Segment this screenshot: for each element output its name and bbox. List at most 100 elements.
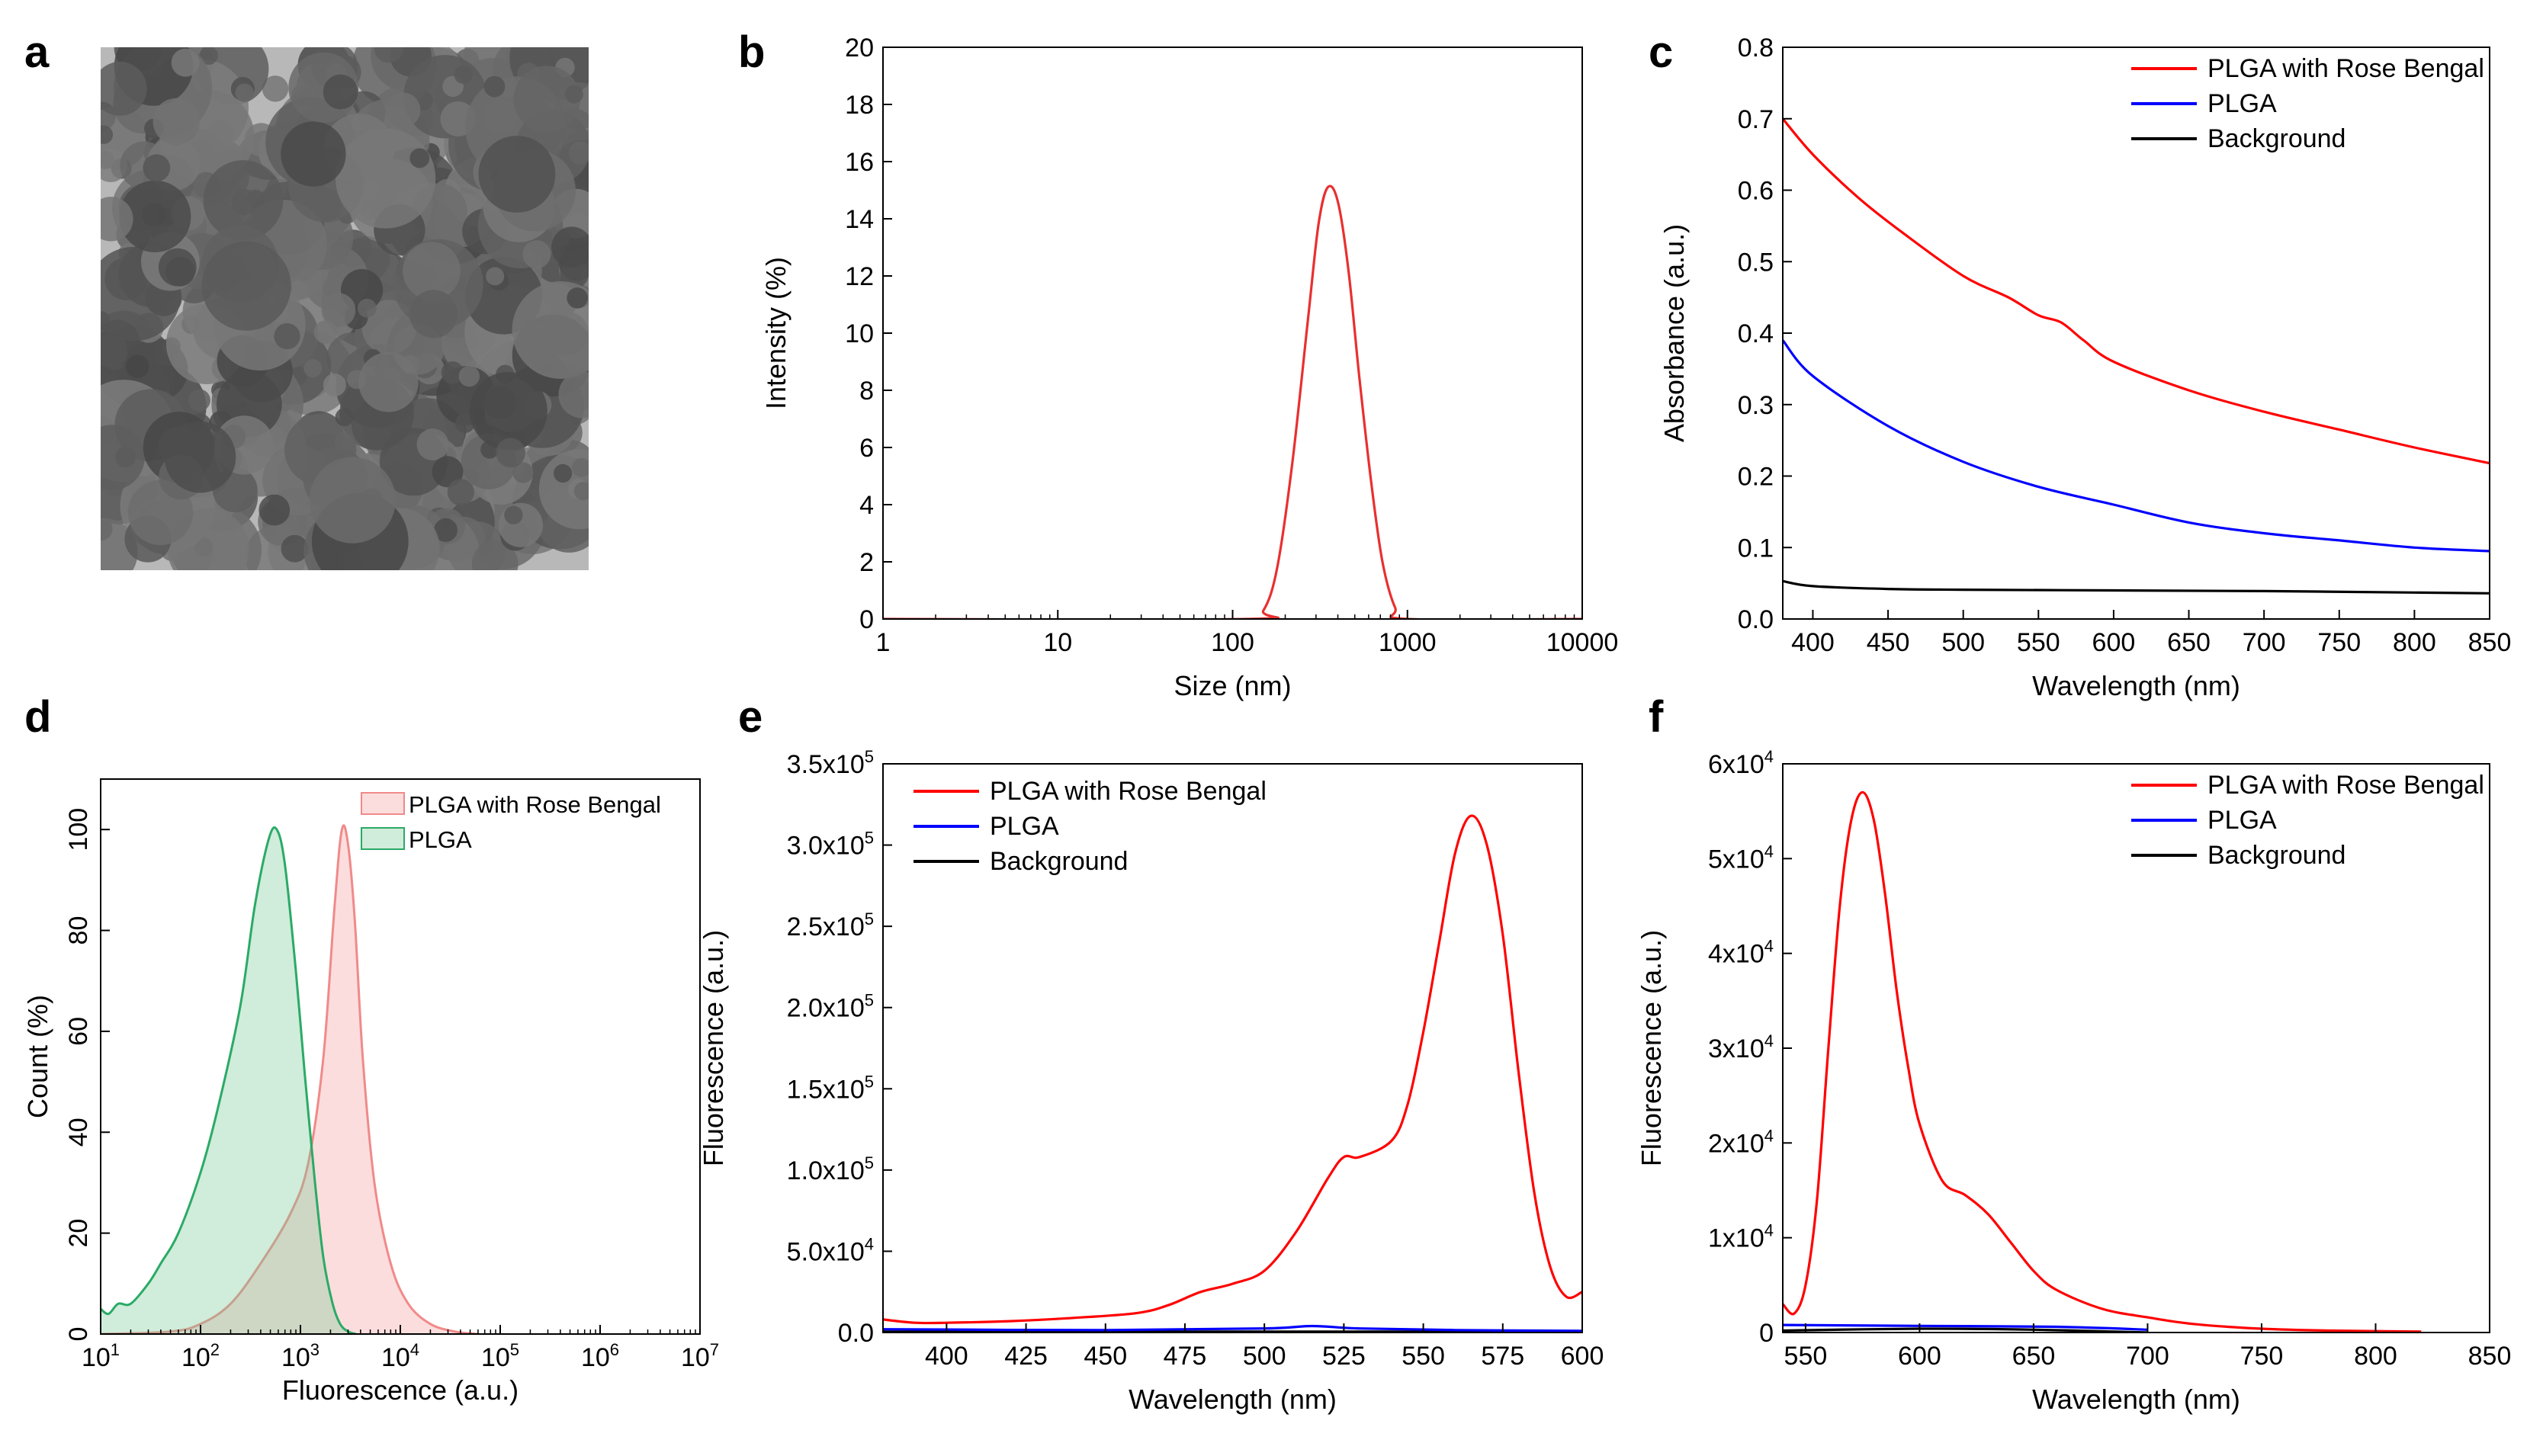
y-tick-label: 0.2 [1738, 463, 1774, 492]
y-tick-label: 0 [64, 1327, 93, 1342]
panel-c: c 400 450 500 550 600 650 700 750 800 850 0.0 0.1 0.2… [1649, 27, 2511, 701]
y-axis-label: Fluorescence (a.u.) [1636, 930, 1667, 1166]
nanoparticle [522, 240, 551, 269]
tick-label-base: 10 [481, 1343, 510, 1372]
nanoparticle [486, 267, 505, 286]
tick-label-base: 3.5x10 [787, 750, 865, 779]
tick-label-base: 6x10 [1708, 750, 1764, 779]
nanoparticle [313, 320, 338, 345]
y-tick-label: 2 [859, 548, 874, 577]
legend-label: PLGA [990, 812, 1059, 841]
series-line-background [1783, 579, 2490, 595]
x-tick-label: 600 [1561, 1342, 1604, 1371]
panel-b-letter: b [738, 27, 765, 77]
nanoparticle [125, 354, 149, 379]
y-tick-label: 6 [859, 434, 874, 463]
panel-c-series [1783, 117, 2490, 595]
panel-e-letter: e [738, 692, 763, 742]
x-axis-label: Size (nm) [1174, 670, 1291, 701]
nanoparticle [558, 371, 589, 419]
x-axis-label: Fluorescence (a.u.) [282, 1374, 519, 1406]
series-line-background [1783, 1327, 2148, 1333]
x-tick-label: 107 [681, 1340, 719, 1372]
series-line-plga-with-rose-bengal [883, 814, 1582, 1325]
nanoparticle [164, 421, 236, 493]
nanoparticle [403, 242, 461, 300]
y-tick-label: 0.6 [1738, 177, 1774, 206]
tick-label-exponent: 4 [865, 1234, 874, 1253]
x-tick-label: 575 [1481, 1342, 1524, 1371]
y-tick-label: 10 [845, 319, 874, 348]
legend-label: PLGA [409, 826, 472, 853]
y-tick-label: 4x104 [1708, 937, 1774, 969]
nanoparticle [303, 359, 323, 377]
y-tick-label: 2.0x105 [787, 991, 874, 1023]
tick-label-exponent: 5 [865, 747, 874, 766]
panel-d-series [101, 824, 479, 1334]
y-tick-label: 0 [859, 605, 874, 634]
y-tick-label: 5x104 [1708, 842, 1774, 874]
panel-a-micrograph [101, 47, 589, 570]
tick-label-base: 3x10 [1708, 1034, 1764, 1063]
series-line-plga-with-rose-bengal [1783, 117, 2490, 465]
nanoparticle [357, 298, 377, 318]
x-tick-label: 800 [2393, 628, 2436, 657]
tick-label-base: 10 [681, 1343, 710, 1372]
nanoparticle [458, 365, 480, 387]
x-tick-label: 700 [2126, 1342, 2169, 1371]
panel-b: b 1 10 100 1000 10000 0 2 4 6 8 10 12 14 16 18 20 Size (n… [738, 27, 1618, 701]
tick-label-base: 2.5x10 [787, 912, 865, 941]
x-tick-label: 650 [2167, 628, 2211, 657]
y-tick-label: 0.0 [838, 1319, 874, 1348]
x-tick-label: 450 [1084, 1342, 1127, 1371]
x-tick-label: 10000 [1546, 628, 1619, 657]
nanoparticle [158, 248, 197, 287]
tick-label-base: 10 [381, 1343, 410, 1372]
x-tick-label: 550 [2017, 628, 2060, 657]
legend-label: Background [2207, 124, 2346, 153]
nanoparticle [274, 323, 300, 350]
tick-label-base: 0 [1759, 1319, 1774, 1348]
plot-frame [1782, 763, 2490, 1333]
nanoparticle [504, 505, 523, 524]
area-line-plga [101, 826, 357, 1334]
tick-label-exponent: 3 [310, 1340, 319, 1359]
nanoparticle [447, 479, 474, 506]
tick-label-base: 3.0x10 [787, 832, 865, 861]
y-tick-label: 12 [845, 262, 874, 291]
y-tick-label: 2x104 [1708, 1126, 1774, 1158]
nanoparticle [496, 438, 525, 468]
y-tick-label: 1x104 [1708, 1221, 1774, 1253]
y-tick-label: 0.4 [1738, 319, 1774, 348]
tick-label-base: 5x10 [1708, 845, 1764, 874]
nanoparticle [323, 74, 358, 110]
y-tick-label: 3x104 [1708, 1031, 1774, 1063]
x-tick-label: 800 [2354, 1342, 2397, 1371]
legend-label: PLGA with Rose Bengal [990, 777, 1267, 806]
x-axis-label: Wavelength (nm) [1129, 1384, 1337, 1415]
nanoparticle [101, 125, 114, 144]
panel-a-letter: a [24, 27, 50, 77]
series-line-series [883, 184, 1582, 619]
nanoparticle [512, 462, 534, 483]
y-tick-label: 1.5x105 [787, 1072, 874, 1104]
y-tick-label: 18 [845, 91, 874, 120]
nanoparticle [513, 66, 580, 133]
x-tick-label: 600 [1898, 1342, 1941, 1371]
x-tick-label: 400 [1791, 628, 1835, 657]
tick-label-base: 10 [281, 1343, 310, 1372]
y-axis-label: Intensity (%) [760, 257, 791, 409]
tick-label-exponent: 4 [1764, 1221, 1774, 1240]
nanoparticle [101, 425, 145, 491]
x-tick-label: 101 [82, 1340, 120, 1372]
y-tick-label: 0.8 [1738, 34, 1774, 63]
x-tick-label: 1000 [1379, 628, 1437, 657]
x-tick-label: 1 [876, 628, 891, 657]
tick-label-base: 10 [581, 1343, 610, 1372]
nanoparticle [201, 241, 291, 331]
nanoparticle [469, 371, 547, 451]
nanoparticle [101, 333, 128, 368]
y-tick-label: 0 [1759, 1319, 1774, 1348]
legend-label: PLGA [2207, 89, 2277, 118]
